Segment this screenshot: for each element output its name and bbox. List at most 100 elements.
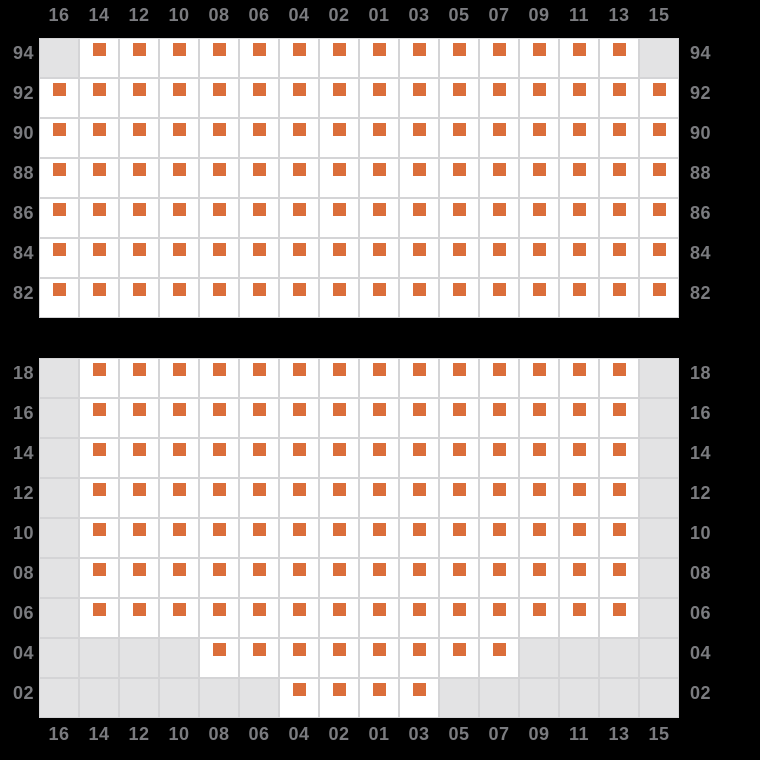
seat-cell[interactable]: [120, 119, 158, 157]
seat-cell[interactable]: [200, 519, 238, 557]
seat-cell[interactable]: [520, 159, 558, 197]
seat-cell[interactable]: [80, 399, 118, 437]
seat-cell[interactable]: [480, 119, 518, 157]
seat-cell[interactable]: [160, 519, 198, 557]
seat-cell[interactable]: [240, 559, 278, 597]
seat-cell[interactable]: [160, 399, 198, 437]
seat-cell[interactable]: [440, 399, 478, 437]
seat-cell[interactable]: [280, 39, 318, 77]
seat-cell[interactable]: [280, 639, 318, 677]
seat-cell[interactable]: [80, 279, 118, 317]
seat-cell[interactable]: [360, 239, 398, 277]
seat-cell[interactable]: [360, 399, 398, 437]
seat-cell[interactable]: [400, 439, 438, 477]
seat-cell[interactable]: [400, 679, 438, 717]
seat-cell[interactable]: [120, 519, 158, 557]
seat-cell[interactable]: [320, 559, 358, 597]
seat-cell[interactable]: [440, 439, 478, 477]
seat-cell[interactable]: [120, 279, 158, 317]
seat-cell[interactable]: [320, 439, 358, 477]
seat-cell[interactable]: [160, 239, 198, 277]
seat-cell[interactable]: [400, 559, 438, 597]
seat-cell[interactable]: [160, 119, 198, 157]
seat-cell[interactable]: [360, 679, 398, 717]
seat-cell[interactable]: [280, 279, 318, 317]
seat-cell[interactable]: [440, 79, 478, 117]
seat-cell[interactable]: [200, 199, 238, 237]
seat-cell[interactable]: [480, 439, 518, 477]
seat-cell[interactable]: [120, 399, 158, 437]
seat-cell[interactable]: [520, 279, 558, 317]
seat-cell[interactable]: [560, 239, 598, 277]
seat-cell[interactable]: [320, 679, 358, 717]
seat-cell[interactable]: [440, 479, 478, 517]
seat-cell[interactable]: [200, 439, 238, 477]
seat-cell[interactable]: [520, 439, 558, 477]
seat-cell[interactable]: [600, 79, 638, 117]
seat-cell[interactable]: [560, 359, 598, 397]
seat-cell[interactable]: [480, 559, 518, 597]
seat-cell[interactable]: [520, 519, 558, 557]
seat-cell[interactable]: [200, 159, 238, 197]
seat-cell[interactable]: [560, 479, 598, 517]
seat-cell[interactable]: [200, 79, 238, 117]
seat-cell[interactable]: [480, 399, 518, 437]
seat-cell[interactable]: [240, 39, 278, 77]
seat-cell[interactable]: [280, 159, 318, 197]
seat-cell[interactable]: [120, 79, 158, 117]
seat-cell[interactable]: [640, 199, 678, 237]
seat-cell[interactable]: [360, 199, 398, 237]
seat-cell[interactable]: [200, 559, 238, 597]
seat-cell[interactable]: [240, 639, 278, 677]
seat-cell[interactable]: [200, 479, 238, 517]
seat-cell[interactable]: [200, 399, 238, 437]
seat-cell[interactable]: [440, 159, 478, 197]
seat-cell[interactable]: [600, 359, 638, 397]
seat-cell[interactable]: [360, 639, 398, 677]
seat-cell[interactable]: [360, 159, 398, 197]
seat-cell[interactable]: [40, 279, 78, 317]
seat-cell[interactable]: [520, 359, 558, 397]
seat-cell[interactable]: [320, 199, 358, 237]
seat-cell[interactable]: [400, 119, 438, 157]
seat-cell[interactable]: [400, 159, 438, 197]
seat-cell[interactable]: [160, 479, 198, 517]
seat-cell[interactable]: [160, 199, 198, 237]
seat-cell[interactable]: [160, 599, 198, 637]
seat-cell[interactable]: [560, 399, 598, 437]
seat-cell[interactable]: [120, 479, 158, 517]
seat-cell[interactable]: [320, 599, 358, 637]
seat-cell[interactable]: [280, 559, 318, 597]
seat-cell[interactable]: [240, 79, 278, 117]
seat-cell[interactable]: [280, 679, 318, 717]
seat-cell[interactable]: [480, 279, 518, 317]
seat-cell[interactable]: [40, 199, 78, 237]
seat-cell[interactable]: [200, 639, 238, 677]
seat-cell[interactable]: [360, 519, 398, 557]
seat-cell[interactable]: [560, 119, 598, 157]
seat-cell[interactable]: [600, 399, 638, 437]
seat-cell[interactable]: [600, 119, 638, 157]
seat-cell[interactable]: [600, 279, 638, 317]
seat-cell[interactable]: [400, 279, 438, 317]
seat-cell[interactable]: [80, 479, 118, 517]
seat-cell[interactable]: [360, 439, 398, 477]
seat-cell[interactable]: [440, 239, 478, 277]
seat-cell[interactable]: [200, 279, 238, 317]
seat-cell[interactable]: [600, 559, 638, 597]
seat-cell[interactable]: [280, 479, 318, 517]
seat-cell[interactable]: [200, 599, 238, 637]
seat-cell[interactable]: [80, 439, 118, 477]
seat-cell[interactable]: [560, 559, 598, 597]
seat-cell[interactable]: [320, 479, 358, 517]
seat-cell[interactable]: [480, 159, 518, 197]
seat-cell[interactable]: [120, 439, 158, 477]
seat-cell[interactable]: [480, 79, 518, 117]
seat-cell[interactable]: [80, 199, 118, 237]
seat-cell[interactable]: [440, 559, 478, 597]
seat-cell[interactable]: [80, 119, 118, 157]
seat-cell[interactable]: [640, 79, 678, 117]
seat-cell[interactable]: [560, 599, 598, 637]
seat-cell[interactable]: [480, 39, 518, 77]
seat-cell[interactable]: [80, 559, 118, 597]
